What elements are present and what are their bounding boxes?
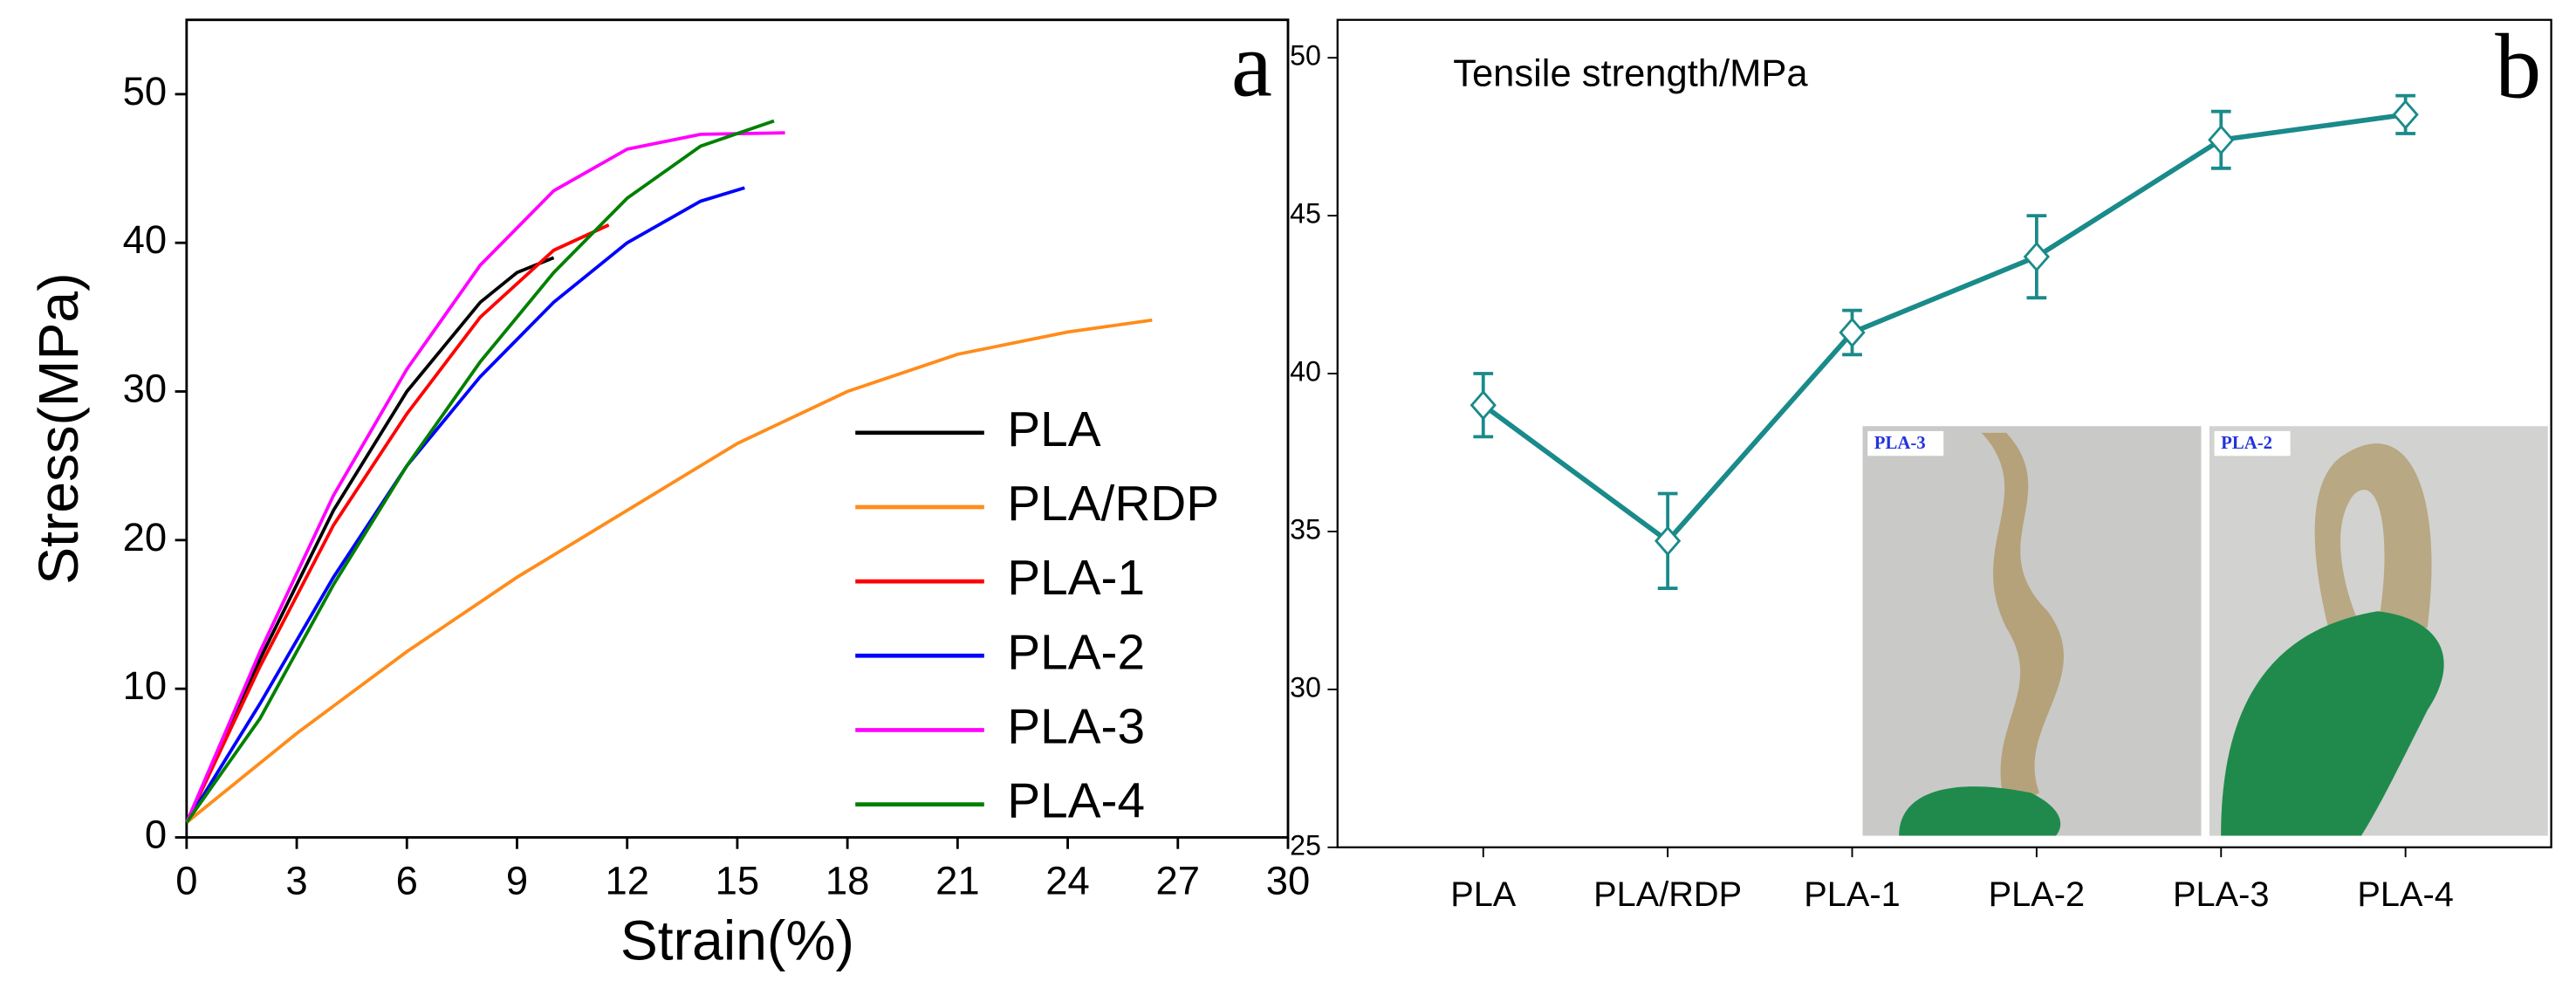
film — [2314, 443, 2432, 628]
curve — [185, 131, 785, 824]
photo-label-bg — [2214, 430, 2291, 456]
y-tick-label: 50 — [1290, 40, 1321, 72]
x-tick-label: 0 — [175, 858, 197, 902]
curve — [185, 318, 1153, 824]
photo-label: PLA-3 — [1874, 432, 1926, 453]
photo-label: PLA-2 — [2221, 432, 2272, 453]
x-tick-label: PLA/RDP — [1593, 875, 1742, 914]
x-tick-label: 15 — [716, 858, 760, 902]
panel-label: b — [2495, 15, 2541, 117]
panel-label: a — [1231, 14, 1272, 116]
curve — [185, 256, 555, 824]
curve — [185, 223, 610, 824]
plot-frame — [1336, 18, 2552, 848]
marker — [1470, 389, 1497, 421]
glove — [2221, 611, 2444, 836]
marker — [1839, 317, 1866, 348]
curve — [185, 119, 775, 824]
x-tick-label: PLA-3 — [2173, 875, 2269, 914]
x-tick-label: PLA — [1450, 875, 1517, 914]
marker — [2023, 241, 2051, 272]
x-tick-label: 18 — [826, 858, 870, 902]
chart-title: Tensile strength/MPa — [1453, 53, 1808, 95]
legend-label: PLA/RDP — [1007, 477, 1219, 532]
y-tick-label: 35 — [1290, 513, 1321, 545]
x-tick-label: PLA-4 — [2357, 875, 2453, 914]
marker — [1655, 525, 1682, 557]
x-tick-label: PLA-1 — [1804, 875, 1900, 914]
y-tick-label: 45 — [1290, 198, 1321, 230]
legend-label: PLA-3 — [1007, 699, 1145, 754]
film — [1981, 432, 2064, 810]
x-tick-label: PLA-2 — [1989, 875, 2085, 914]
x-tick-label: 24 — [1045, 858, 1090, 902]
y-tick-label: 25 — [1290, 829, 1321, 861]
legend-label: PLA-1 — [1007, 551, 1145, 606]
y-tick-label: 40 — [123, 217, 168, 262]
curve — [185, 186, 745, 824]
inset-photos — [1862, 426, 2548, 836]
x-tick-label: 27 — [1156, 858, 1201, 902]
y-tick-label: 0 — [145, 812, 167, 856]
y-tick-label: 30 — [123, 367, 168, 411]
y-axis-label: Stress(MPa) — [27, 272, 90, 584]
legend-label: PLA — [1007, 402, 1100, 457]
line — [1482, 112, 2407, 545]
photo-label-bg — [1867, 430, 1944, 456]
x-tick-label: 3 — [285, 858, 307, 902]
x-tick-label: 9 — [506, 858, 528, 902]
legend-label: PLA-4 — [1007, 774, 1145, 829]
x-tick-label: 30 — [1266, 858, 1311, 902]
x-tick-label: 12 — [605, 858, 649, 902]
x-tick-label: 6 — [396, 858, 418, 902]
marker — [2392, 100, 2419, 130]
legend-label: PLA-2 — [1007, 625, 1145, 680]
y-tick-label: 40 — [1290, 356, 1321, 388]
x-tick-label: 21 — [935, 858, 980, 902]
y-tick-label: 30 — [1290, 671, 1321, 703]
y-tick-label: 10 — [123, 663, 168, 708]
y-tick-label: 50 — [123, 69, 168, 113]
marker — [2208, 124, 2235, 155]
x-axis-label: Strain(%) — [620, 909, 854, 971]
glove — [1899, 786, 2061, 836]
y-tick-label: 20 — [123, 515, 168, 559]
